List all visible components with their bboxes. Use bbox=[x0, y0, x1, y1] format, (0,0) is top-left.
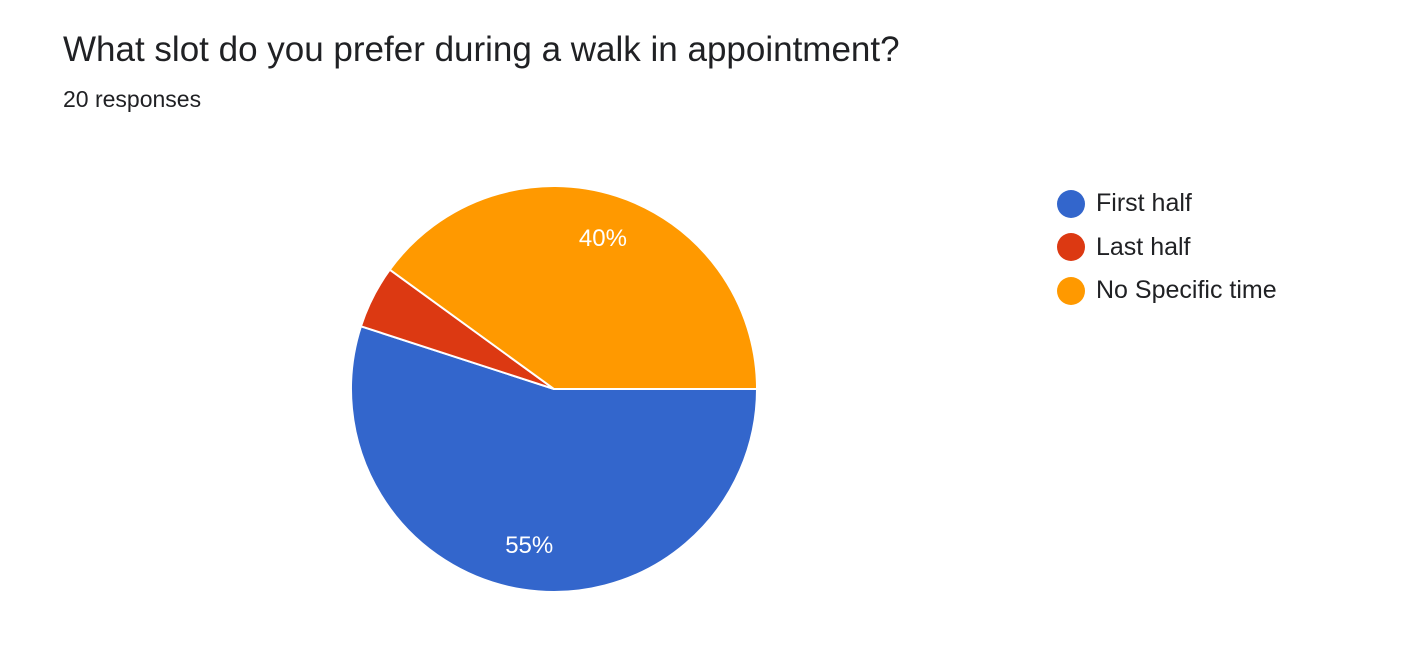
pie-slice-no-specific-time[interactable] bbox=[388, 185, 759, 390]
legend-swatch-last-half bbox=[1057, 233, 1085, 262]
legend-item-first-half[interactable]: First half bbox=[1057, 182, 1277, 226]
legend-label-first-half: First half bbox=[1096, 189, 1192, 218]
legend-swatch-no-specific-time bbox=[1057, 276, 1085, 305]
pie-chart: 55% 40% bbox=[350, 185, 759, 593]
legend-swatch-first-half bbox=[1057, 189, 1085, 218]
response-count: 20 responses bbox=[63, 86, 202, 112]
legend-label-last-half: Last half bbox=[1096, 232, 1191, 261]
legend-label-no-specific-time: No Specific time bbox=[1096, 276, 1277, 305]
question-title: What slot do you prefer during a walk in… bbox=[63, 30, 900, 69]
legend-item-no-specific-time[interactable]: No Specific time bbox=[1057, 269, 1277, 313]
pie-data-label-first-half: 55% bbox=[505, 532, 553, 559]
pie-slice-first-half[interactable] bbox=[350, 325, 759, 593]
pie-data-label-no-specific-time: 40% bbox=[579, 225, 627, 252]
legend-item-last-half[interactable]: Last half bbox=[1057, 226, 1277, 270]
chart-legend: First half Last half No Specific time bbox=[1057, 182, 1277, 313]
